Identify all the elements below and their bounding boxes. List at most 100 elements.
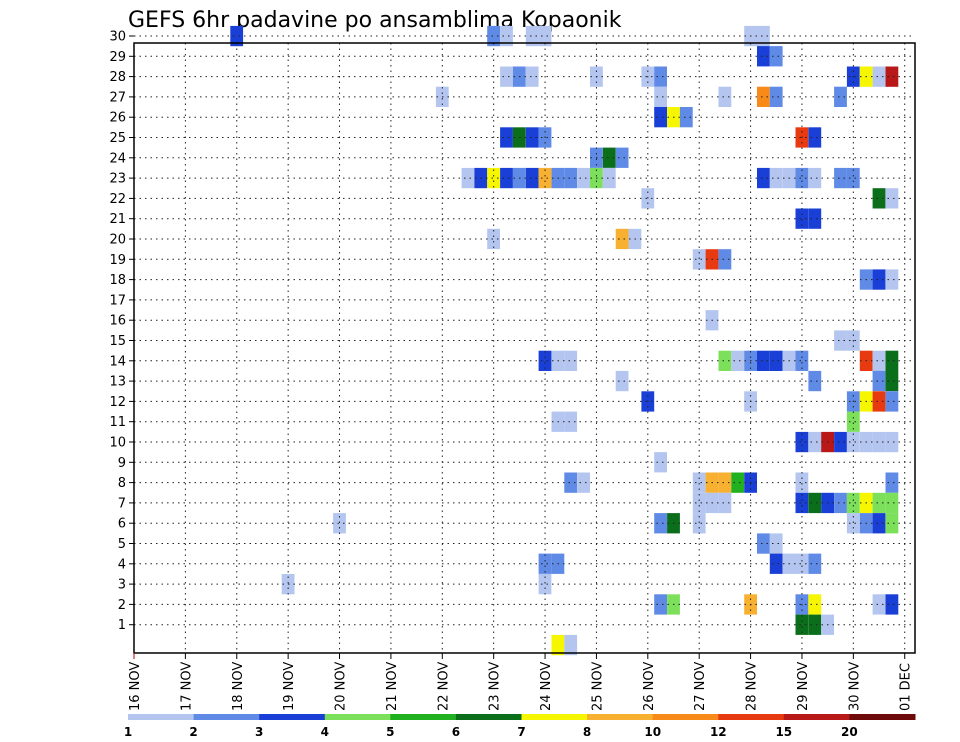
heatmap-cell xyxy=(679,107,693,128)
heatmap-cell xyxy=(795,350,809,371)
heatmap-cell xyxy=(731,350,745,371)
x-tick-label: 17 NOV xyxy=(179,662,194,711)
colorbar-label: 5 xyxy=(386,725,394,739)
heatmap-cell xyxy=(808,167,822,189)
heatmap-cell xyxy=(872,188,886,209)
heatmap-cell xyxy=(834,86,847,107)
heatmap-cell xyxy=(769,533,783,554)
colorbar-segment xyxy=(521,714,588,720)
heatmap-cell xyxy=(692,492,706,514)
heatmap-cell xyxy=(757,46,770,67)
heatmap-cell xyxy=(846,411,860,432)
heatmap-cell xyxy=(769,167,783,189)
heatmap-cell xyxy=(808,127,822,148)
y-tick-label: 8 xyxy=(118,476,126,491)
heatmap-cell xyxy=(872,370,886,392)
x-tick-label: 26 NOV xyxy=(642,662,657,711)
heatmap-cell xyxy=(769,350,783,371)
heatmap-cell xyxy=(757,350,770,371)
heatmap-cell xyxy=(795,614,809,635)
y-tick-label: 22 xyxy=(109,192,126,207)
colorbar-label: 12 xyxy=(710,725,727,739)
heatmap-cell xyxy=(795,553,809,574)
heatmap-cell xyxy=(487,25,500,47)
heatmap-cell xyxy=(692,513,706,534)
heatmap-cell xyxy=(525,66,539,87)
heatmap-cell xyxy=(731,472,745,493)
colorbar-label: 3 xyxy=(255,725,263,739)
heatmap-cell xyxy=(615,147,629,168)
y-tick-label: 4 xyxy=(118,557,126,572)
heatmap-cell xyxy=(538,574,552,595)
heatmap-cell xyxy=(654,452,667,473)
heatmap-cell xyxy=(872,513,886,534)
heatmap-cell xyxy=(872,431,886,453)
colorbar-label: 4 xyxy=(321,725,329,739)
heatmap-cell xyxy=(885,594,899,615)
y-tick-label: 6 xyxy=(118,517,126,532)
heatmap-cell xyxy=(846,492,860,514)
y-tick-label: 19 xyxy=(109,253,126,268)
heatmap-cell xyxy=(846,513,860,534)
heatmap-cell xyxy=(487,167,500,189)
y-tick-label: 24 xyxy=(109,151,126,166)
x-tick-label: 22 NOV xyxy=(436,662,451,711)
heatmap-cell xyxy=(564,634,578,656)
heatmap-cell xyxy=(500,25,513,47)
y-tick-label: 26 xyxy=(109,111,126,126)
colorbar-label: 2 xyxy=(189,725,197,739)
heatmap-cell xyxy=(692,249,706,270)
y-tick-label: 3 xyxy=(118,578,126,593)
y-axis: 1234567891011121314151617181920212223242… xyxy=(109,30,134,633)
heatmap-cell xyxy=(885,391,899,412)
y-tick-label: 27 xyxy=(109,90,126,105)
heatmap-cell xyxy=(885,513,899,534)
heatmap-cell xyxy=(808,553,822,574)
y-tick-label: 17 xyxy=(109,293,126,308)
heatmap-cell xyxy=(500,66,513,87)
heatmap-cell xyxy=(461,167,475,189)
heatmap-cell xyxy=(538,553,552,574)
heatmap-cell xyxy=(602,167,616,189)
colorbar-label: 10 xyxy=(644,725,661,739)
x-tick-label: 29 NOV xyxy=(796,662,811,711)
heatmap-cell xyxy=(834,167,847,189)
x-tick-label: 20 NOV xyxy=(334,662,349,711)
x-tick-label: 21 NOV xyxy=(385,662,400,711)
heatmap-cell xyxy=(564,167,578,189)
heatmap-cell xyxy=(885,472,899,493)
heatmap-cell xyxy=(872,66,886,87)
heatmap-cell xyxy=(769,553,783,574)
heatmap-cell xyxy=(885,370,899,392)
heatmap-cell xyxy=(808,614,822,635)
heatmap-cell xyxy=(654,66,667,87)
colorbar-label: 20 xyxy=(841,725,858,739)
colorbar-segment xyxy=(390,714,457,720)
y-tick-label: 21 xyxy=(109,212,126,227)
heatmap-cell xyxy=(757,25,770,47)
colorbar-label: 1 xyxy=(124,725,132,739)
heatmap-cell xyxy=(808,370,822,392)
heatmap-cell xyxy=(525,25,539,47)
y-tick-label: 23 xyxy=(109,172,126,187)
heatmap-cell xyxy=(654,107,667,128)
heatmap-cell xyxy=(230,25,244,47)
x-tick-label: 24 NOV xyxy=(539,662,554,711)
colorbar-segment xyxy=(783,714,850,720)
y-tick-label: 5 xyxy=(118,537,126,552)
heatmap-cell xyxy=(718,86,732,107)
colorbar-label: 6 xyxy=(452,725,460,739)
x-tick-label: 19 NOV xyxy=(282,662,297,711)
colorbar-segment xyxy=(455,714,522,720)
x-tick-label: 18 NOV xyxy=(231,662,246,711)
grid-lines xyxy=(134,35,915,653)
heatmap-cell xyxy=(808,431,822,453)
heatmap-cell xyxy=(808,208,822,229)
heatmap-cell xyxy=(500,127,513,148)
plot-frame xyxy=(133,42,916,654)
x-axis: 16 NOV 17 NOV 18 NOV 19 NOV 20 NOV 21 NOV 22 N… xyxy=(128,653,914,711)
colorbar-label: 7 xyxy=(517,725,525,739)
heatmap-cell xyxy=(718,472,732,493)
heatmap-cell xyxy=(885,350,899,371)
